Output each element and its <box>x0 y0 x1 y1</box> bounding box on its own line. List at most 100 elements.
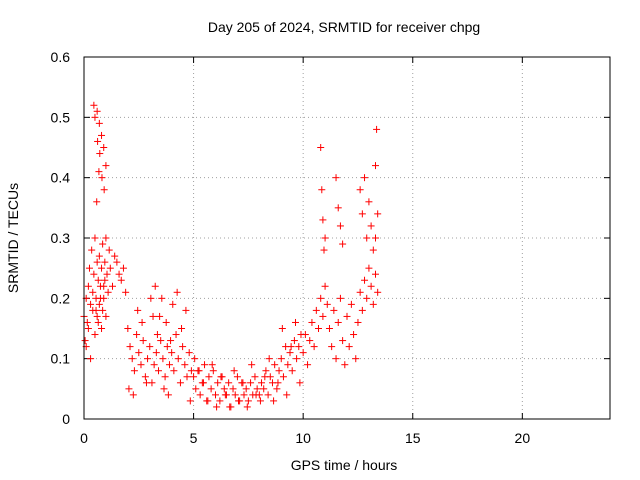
data-point <box>258 379 266 387</box>
data-point <box>334 204 342 212</box>
chart-title: Day 205 of 2024, SRMTID for receiver chp… <box>208 19 480 35</box>
data-point <box>103 270 111 278</box>
data-point <box>230 367 238 375</box>
data-point <box>341 361 349 369</box>
data-point <box>98 131 106 139</box>
data-point <box>361 174 369 182</box>
plot-frame <box>83 56 611 420</box>
data-point <box>321 282 329 290</box>
data-point <box>178 325 186 332</box>
data-point <box>204 397 212 405</box>
data-point <box>150 361 158 369</box>
data-point <box>332 355 340 363</box>
data-point <box>100 144 108 151</box>
data-point <box>96 282 104 290</box>
data-point <box>332 174 340 182</box>
data-point <box>130 367 138 375</box>
data-point <box>100 294 108 302</box>
data-point <box>261 373 269 381</box>
y-tick-label: 0.3 <box>51 230 71 246</box>
data-point <box>371 270 379 278</box>
data-point <box>317 294 325 302</box>
data-point <box>293 355 301 363</box>
data-point <box>172 331 180 339</box>
data-point <box>98 325 106 332</box>
data-point <box>91 331 99 339</box>
data-point <box>330 306 338 314</box>
y-tick-label: 0 <box>62 411 70 427</box>
data-point <box>98 264 106 272</box>
data-point <box>99 306 107 314</box>
y-axis-label: SRMTID / TECUs <box>5 183 21 293</box>
x-axis-label: GPS time / hours <box>291 457 398 473</box>
y-tick-labels: 0 0.1 0.2 0.3 0.4 0.5 0.6 <box>51 49 71 427</box>
data-point <box>144 355 152 363</box>
x-tick-label: 20 <box>515 430 531 446</box>
data-point <box>361 276 369 284</box>
data-point <box>296 379 304 387</box>
data-point <box>319 312 327 320</box>
data-point <box>365 264 373 272</box>
data-point <box>265 355 273 363</box>
data-point <box>156 312 164 320</box>
data-point <box>205 373 213 381</box>
data-point <box>256 397 264 405</box>
data-point <box>90 101 98 109</box>
data-point <box>168 349 176 357</box>
data-series-srmtid <box>80 101 382 411</box>
data-point <box>288 367 296 375</box>
data-point <box>111 252 119 260</box>
data-point <box>94 276 102 284</box>
data-point <box>89 288 97 296</box>
y-tick-label: 0.5 <box>51 109 71 125</box>
data-point <box>260 385 268 393</box>
data-point <box>217 373 225 381</box>
data-point <box>100 186 108 194</box>
y-tick-label: 0.4 <box>51 170 71 186</box>
data-point <box>216 397 224 405</box>
data-point <box>125 385 133 393</box>
data-point <box>141 373 149 381</box>
data-point <box>179 343 187 351</box>
data-point <box>277 355 285 363</box>
data-point <box>284 361 292 369</box>
data-point <box>163 343 171 351</box>
data-point <box>133 331 141 339</box>
data-point <box>287 343 295 351</box>
data-point <box>155 367 163 375</box>
data-point <box>173 288 181 296</box>
data-point <box>192 385 200 393</box>
data-point <box>89 306 97 314</box>
data-point <box>347 300 355 308</box>
data-point <box>275 367 283 375</box>
data-point <box>369 300 377 308</box>
data-point <box>95 300 103 308</box>
x-tick-label: 5 <box>190 430 198 446</box>
data-point <box>247 379 255 387</box>
data-point <box>273 385 281 393</box>
data-point <box>350 331 358 339</box>
data-point <box>81 337 89 345</box>
data-point <box>290 337 298 345</box>
data-point <box>343 312 351 320</box>
data-point <box>304 361 312 369</box>
data-point <box>135 349 143 357</box>
data-point <box>84 325 92 332</box>
data-point <box>138 318 146 326</box>
data-point <box>320 246 328 254</box>
data-point <box>356 288 364 296</box>
data-point <box>139 337 147 345</box>
data-point <box>106 264 114 272</box>
data-point <box>85 264 93 272</box>
data-point <box>323 300 331 308</box>
data-point <box>105 246 113 254</box>
data-point <box>374 288 382 296</box>
data-point <box>239 379 247 387</box>
data-point <box>242 385 250 393</box>
data-point <box>373 125 381 133</box>
data-point <box>291 318 299 326</box>
data-point <box>122 288 130 296</box>
data-point <box>187 367 195 375</box>
data-point <box>318 186 326 194</box>
data-point <box>88 246 96 254</box>
